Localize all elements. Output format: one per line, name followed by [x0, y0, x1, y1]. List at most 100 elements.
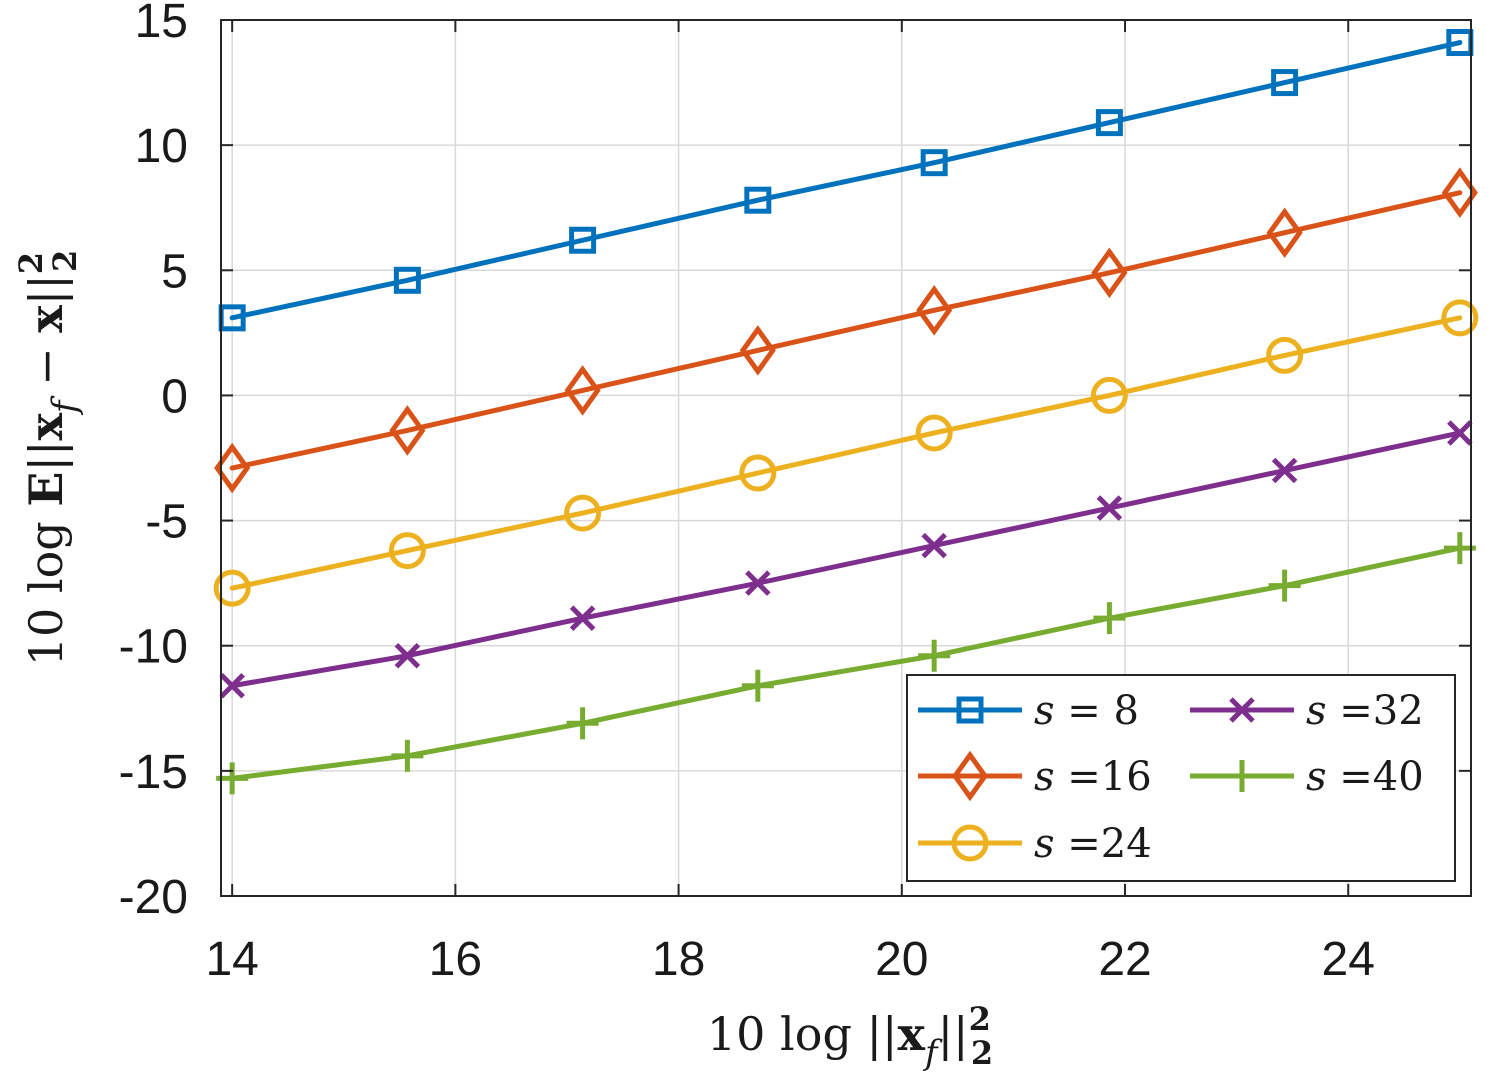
y-axis-title: 10 log E||xf − x||22: [12, 250, 85, 667]
series-line: [229, 545, 1463, 781]
y-tick-label: 0: [161, 370, 188, 423]
legend-label-var: s: [1034, 754, 1067, 800]
legend-label-var: s: [1306, 688, 1339, 734]
data-point: [920, 149, 948, 177]
plot-frame: [220, 19, 1472, 897]
data-point: [1268, 569, 1301, 602]
tick-labels: 14 16 18 20 22 24 -20 -15 -10 -5 0 5 10 15: [119, 0, 1375, 986]
legend-label-value: =32: [1339, 688, 1423, 734]
data-point: [1271, 457, 1298, 484]
data-point: [1441, 167, 1478, 218]
data-point: [1095, 109, 1123, 137]
data-point: [393, 266, 421, 294]
x-axis-title-sub2: 2: [971, 1034, 993, 1072]
data-point: [745, 570, 771, 596]
x-tick-label: 18: [652, 933, 705, 986]
data-point: [213, 569, 251, 607]
legend-item: s =24: [918, 821, 1152, 867]
y-tick-label: 10: [135, 120, 188, 173]
legend-label-var: s: [1034, 821, 1067, 867]
y-axis-title-minus: −: [19, 333, 73, 401]
legend-label-value: =40: [1339, 754, 1423, 800]
legend-label-var: s: [1306, 754, 1339, 800]
legend-label-value: = 8: [1067, 688, 1139, 734]
y-tick-label: -20: [119, 871, 188, 924]
series-1: [218, 29, 1474, 332]
x-tick-label: 20: [875, 933, 928, 986]
data-point: [391, 739, 424, 772]
x-tick-label: 14: [205, 933, 258, 986]
y-axis-title-prefix: 10 log: [19, 507, 73, 667]
data-point: [1093, 602, 1126, 635]
data-point: [1266, 207, 1303, 259]
y-axis-title-var: x: [19, 413, 73, 441]
y-axis-title-mid: ||: [19, 441, 73, 472]
x-axis-title: 10 log ||xf||2 2: [707, 1000, 993, 1073]
data-point: [739, 325, 776, 376]
data-point: [1441, 299, 1479, 337]
data-point: [918, 639, 951, 672]
series-2: [214, 167, 1478, 494]
legend-label: s =40: [1306, 754, 1424, 800]
series-4: [219, 420, 1473, 699]
x-tick-label: 22: [1098, 933, 1151, 986]
series-layer: [213, 29, 1479, 795]
data-point: [1271, 69, 1299, 97]
legend-label-value: =16: [1067, 754, 1151, 800]
x-tick-label: 16: [429, 933, 482, 986]
y-axis-title-e: E: [19, 472, 73, 507]
legend-swatch-marker: [1226, 760, 1258, 792]
data-point: [569, 605, 596, 631]
x-axis-title-sup: 2: [969, 1000, 991, 1038]
legend-label: s =32: [1306, 688, 1424, 734]
x-tick-label: 24: [1322, 933, 1375, 986]
data-point: [921, 532, 947, 559]
legend-swatch-marker: [951, 750, 989, 802]
legend-label-value: =24: [1067, 821, 1151, 867]
y-axis-title-suffix: ||: [19, 274, 73, 305]
data-point: [389, 405, 426, 456]
data-point: [739, 454, 777, 492]
y-tick-label: 15: [135, 0, 188, 48]
y-axis-title-var2: x: [19, 305, 73, 333]
series-line: [229, 40, 1463, 321]
x-axis-title-var: x: [898, 1007, 926, 1061]
x-axis-title-prefix: 10 log ||: [707, 1007, 898, 1061]
y-tick-label: 5: [161, 245, 188, 298]
data-point: [214, 442, 251, 494]
y-tick-label: -10: [119, 621, 188, 674]
series-line: [229, 315, 1463, 591]
legend-swatch-marker: [956, 696, 984, 724]
series-line: [229, 190, 1463, 471]
series-3: [213, 299, 1479, 607]
series-line: [229, 430, 1463, 689]
legend-label: s =24: [1034, 821, 1152, 867]
legend-swatch-marker: [1229, 697, 1255, 723]
y-axis-title-sup: 2: [12, 252, 50, 274]
data-point: [564, 494, 602, 532]
legend-label: s =16: [1034, 754, 1152, 800]
y-tick-label: -5: [145, 496, 188, 549]
data-point: [569, 226, 597, 254]
data-point: [916, 285, 953, 336]
data-point: [1447, 420, 1473, 446]
y-axis-title-sub2: 2: [46, 250, 84, 272]
data-point: [219, 672, 245, 699]
legend-item: s =32: [1190, 688, 1424, 734]
data-point: [1266, 336, 1304, 374]
data-point: [388, 532, 426, 570]
legend-item: s =16: [918, 750, 1152, 802]
legend-label: s = 8: [1034, 688, 1139, 734]
ticks: [221, 19, 1471, 897]
legend-item: s = 8: [918, 688, 1139, 734]
legend-swatch-marker: [951, 824, 989, 862]
data-point: [394, 642, 421, 669]
data-point: [1096, 495, 1123, 521]
data-point: [1090, 376, 1128, 414]
legend-item: s =40: [1190, 754, 1424, 800]
legend-label-var: s: [1034, 688, 1067, 734]
x-axis-title-suffix: ||: [938, 1007, 969, 1061]
data-point: [564, 365, 601, 416]
